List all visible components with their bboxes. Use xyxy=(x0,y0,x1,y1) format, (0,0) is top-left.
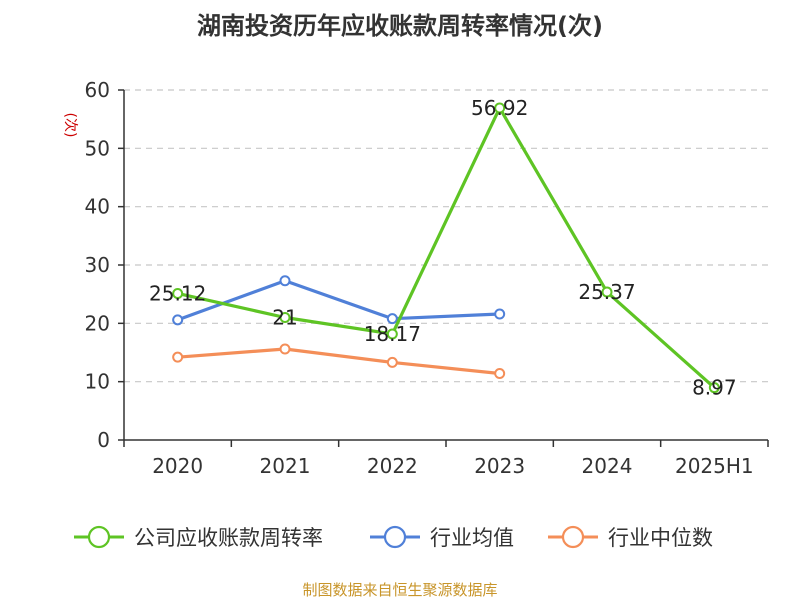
data-point xyxy=(386,328,398,340)
x-tick-label: 2022 xyxy=(367,454,418,478)
data-point xyxy=(601,286,613,298)
data-point xyxy=(386,356,398,368)
source-note: 制图数据来自恒生聚源数据库 xyxy=(302,581,497,599)
data-point xyxy=(279,275,291,287)
series-lines xyxy=(172,102,720,394)
data-label: 25.12 xyxy=(149,281,206,305)
data-point xyxy=(494,368,506,379)
data-labels: 25.12 21 18.17 56.92 25.37 8.97 xyxy=(149,96,737,400)
data-label: 25.37 xyxy=(578,280,635,304)
data-label: 8.97 xyxy=(692,376,737,400)
y-tick-label: 40 xyxy=(85,195,110,219)
legend-label: 行业中位数 xyxy=(608,526,713,550)
data-point xyxy=(386,313,398,325)
data-point xyxy=(279,343,291,355)
series-line xyxy=(177,106,716,389)
x-tick-label: 2021 xyxy=(260,454,311,478)
legend-marker-icon xyxy=(561,525,585,549)
y-tick-label: 30 xyxy=(85,253,110,277)
data-point xyxy=(494,102,506,114)
data-point xyxy=(279,312,291,323)
data-point xyxy=(494,308,506,320)
series-line xyxy=(177,347,500,376)
legend: 公司应收账款周转率 行业均值 行业中位数 xyxy=(74,525,713,550)
data-label: 56.92 xyxy=(471,96,528,120)
grid-lines xyxy=(124,89,768,383)
chart-title: 湖南投资历年应收账款周转率情况(次) xyxy=(197,12,603,40)
data-point xyxy=(172,351,184,363)
series-line xyxy=(177,279,500,322)
data-label: 21 xyxy=(272,306,297,330)
x-tick-label: 2020 xyxy=(152,454,203,478)
legend-label: 行业均值 xyxy=(430,526,514,550)
y-tick-label: 20 xyxy=(85,311,110,335)
legend-marker-icon xyxy=(87,525,111,549)
x-tick-label: 2025H1 xyxy=(675,454,754,478)
y-axis-label: (次) xyxy=(62,113,78,138)
y-tick-label: 50 xyxy=(85,136,110,160)
y-tick-label: 10 xyxy=(85,370,110,394)
legend-label: 公司应收账款周转率 xyxy=(134,526,323,550)
data-point xyxy=(708,382,720,394)
axes: 0 10 20 30 40 50 60 2020 2021 2022 2023 2024 2025H1 xyxy=(85,78,769,478)
data-point xyxy=(172,287,184,299)
legend-marker-icon xyxy=(383,525,407,549)
y-tick-label: 0 xyxy=(97,428,110,452)
x-tick-label: 2024 xyxy=(582,454,633,478)
x-tick-label: 2023 xyxy=(474,454,525,478)
data-label: 18.17 xyxy=(364,322,421,346)
data-point xyxy=(172,314,184,326)
y-tick-label: 60 xyxy=(85,78,110,102)
